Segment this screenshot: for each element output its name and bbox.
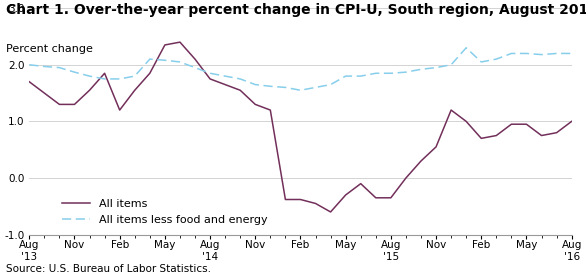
Text: Chart 1. Over-the-year percent change in CPI-U, South region, August 2013–August: Chart 1. Over-the-year percent change in… xyxy=(6,3,586,17)
Legend: All items, All items less food and energy: All items, All items less food and energ… xyxy=(62,199,267,225)
Text: Percent change: Percent change xyxy=(6,44,93,54)
Text: Source: U.S. Bureau of Labor Statistics.: Source: U.S. Bureau of Labor Statistics. xyxy=(6,264,211,274)
